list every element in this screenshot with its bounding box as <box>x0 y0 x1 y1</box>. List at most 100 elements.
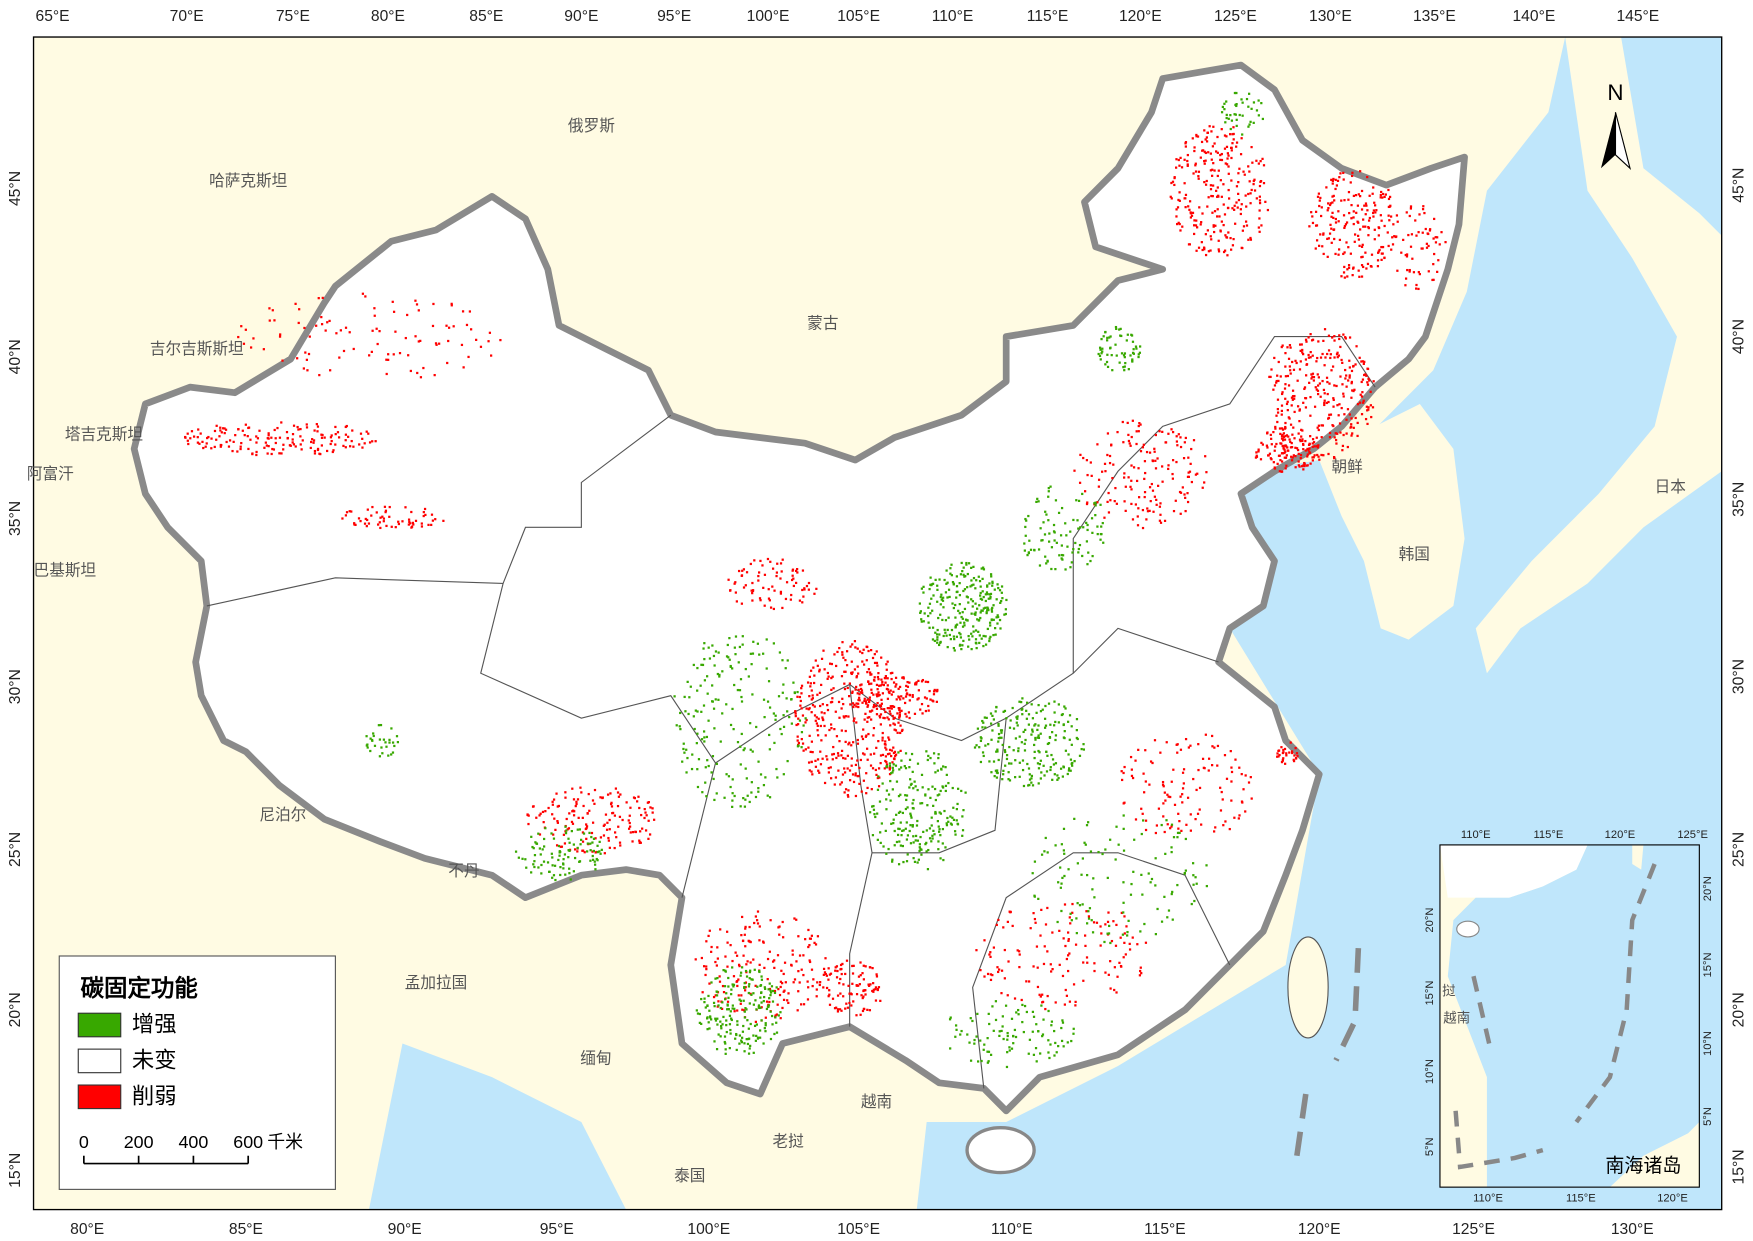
change-pixel <box>741 1036 744 1039</box>
change-pixel <box>857 698 860 702</box>
change-pixel <box>1366 367 1369 370</box>
change-pixel <box>1302 401 1305 404</box>
change-pixel <box>779 1011 782 1014</box>
change-pixel <box>1361 391 1364 394</box>
change-pixel <box>778 933 781 936</box>
change-pixel <box>1390 248 1393 251</box>
change-pixel <box>1233 204 1236 207</box>
change-pixel <box>754 984 757 987</box>
change-pixel <box>838 646 841 650</box>
change-pixel <box>807 581 811 585</box>
change-pixel <box>1157 484 1160 487</box>
change-pixel <box>596 844 599 847</box>
change-pixel <box>236 450 239 453</box>
change-pixel <box>1099 925 1102 928</box>
change-pixel <box>888 762 892 765</box>
change-pixel <box>980 598 984 601</box>
change-pixel <box>810 711 813 714</box>
change-pixel <box>719 740 722 743</box>
change-pixel <box>1257 226 1260 229</box>
change-pixel <box>992 718 996 721</box>
change-pixel <box>714 994 717 997</box>
change-pixel <box>278 452 281 455</box>
change-pixel <box>1323 392 1326 395</box>
change-pixel <box>914 785 917 788</box>
change-pixel <box>994 1000 998 1003</box>
change-pixel <box>960 789 963 793</box>
change-pixel <box>723 985 727 988</box>
change-pixel <box>539 812 542 815</box>
change-pixel <box>1044 923 1048 926</box>
change-pixel <box>1429 228 1432 231</box>
change-pixel <box>691 753 694 756</box>
change-pixel <box>1311 354 1314 357</box>
change-pixel <box>941 827 945 831</box>
change-pixel <box>1130 502 1133 506</box>
change-pixel <box>1197 170 1201 173</box>
change-pixel <box>984 593 987 596</box>
change-pixel <box>748 977 751 980</box>
change-pixel <box>1273 449 1276 452</box>
change-pixel <box>1097 478 1101 481</box>
change-pixel <box>1060 1026 1063 1030</box>
change-pixel <box>961 815 964 818</box>
change-pixel <box>1032 965 1035 968</box>
change-pixel <box>866 670 869 674</box>
change-pixel <box>1082 961 1085 964</box>
change-pixel <box>1285 402 1289 406</box>
change-pixel <box>1037 734 1040 737</box>
change-pixel <box>792 577 795 580</box>
change-pixel <box>1122 881 1125 884</box>
change-pixel <box>1072 518 1075 522</box>
change-pixel <box>1126 421 1129 425</box>
change-pixel <box>999 601 1002 605</box>
change-pixel <box>799 699 802 703</box>
change-pixel <box>1093 502 1096 505</box>
change-pixel <box>1345 221 1349 224</box>
change-pixel <box>470 328 473 331</box>
legend-label: 增强 <box>132 1011 177 1036</box>
change-pixel <box>1313 405 1317 408</box>
change-pixel <box>1326 209 1329 212</box>
inset-lon-label: 110°E <box>1461 829 1491 841</box>
change-pixel <box>918 843 921 846</box>
change-pixel <box>562 867 565 870</box>
change-pixel <box>1255 451 1258 454</box>
change-pixel <box>920 587 924 590</box>
change-pixel <box>797 717 800 720</box>
change-pixel <box>932 594 935 597</box>
change-pixel <box>979 739 983 743</box>
change-pixel <box>1113 499 1116 503</box>
change-pixel <box>692 663 695 667</box>
change-pixel <box>1049 723 1052 726</box>
change-pixel <box>541 810 545 814</box>
change-pixel <box>1248 123 1251 126</box>
change-pixel <box>1101 350 1104 353</box>
change-pixel <box>743 1042 746 1045</box>
change-pixel <box>551 876 554 879</box>
change-pixel <box>1437 259 1440 262</box>
change-pixel <box>784 981 787 984</box>
change-pixel <box>713 1005 716 1008</box>
change-pixel <box>946 628 949 632</box>
change-pixel <box>1329 413 1333 416</box>
change-pixel <box>1037 782 1040 785</box>
change-pixel <box>1155 503 1158 506</box>
change-pixel <box>945 822 948 825</box>
change-pixel <box>1337 210 1340 213</box>
change-pixel <box>1371 211 1375 215</box>
change-pixel <box>1033 860 1037 863</box>
change-pixel <box>227 445 231 448</box>
change-pixel <box>1201 486 1204 489</box>
change-pixel <box>1068 767 1071 770</box>
change-pixel <box>1136 524 1140 527</box>
change-pixel <box>1160 823 1163 827</box>
change-pixel <box>1215 189 1218 192</box>
change-pixel <box>1012 1042 1015 1045</box>
change-pixel <box>905 715 908 718</box>
change-pixel <box>746 960 749 963</box>
change-pixel <box>815 716 818 719</box>
change-pixel <box>1219 158 1222 162</box>
change-pixel <box>1251 161 1254 164</box>
change-pixel <box>845 959 849 962</box>
